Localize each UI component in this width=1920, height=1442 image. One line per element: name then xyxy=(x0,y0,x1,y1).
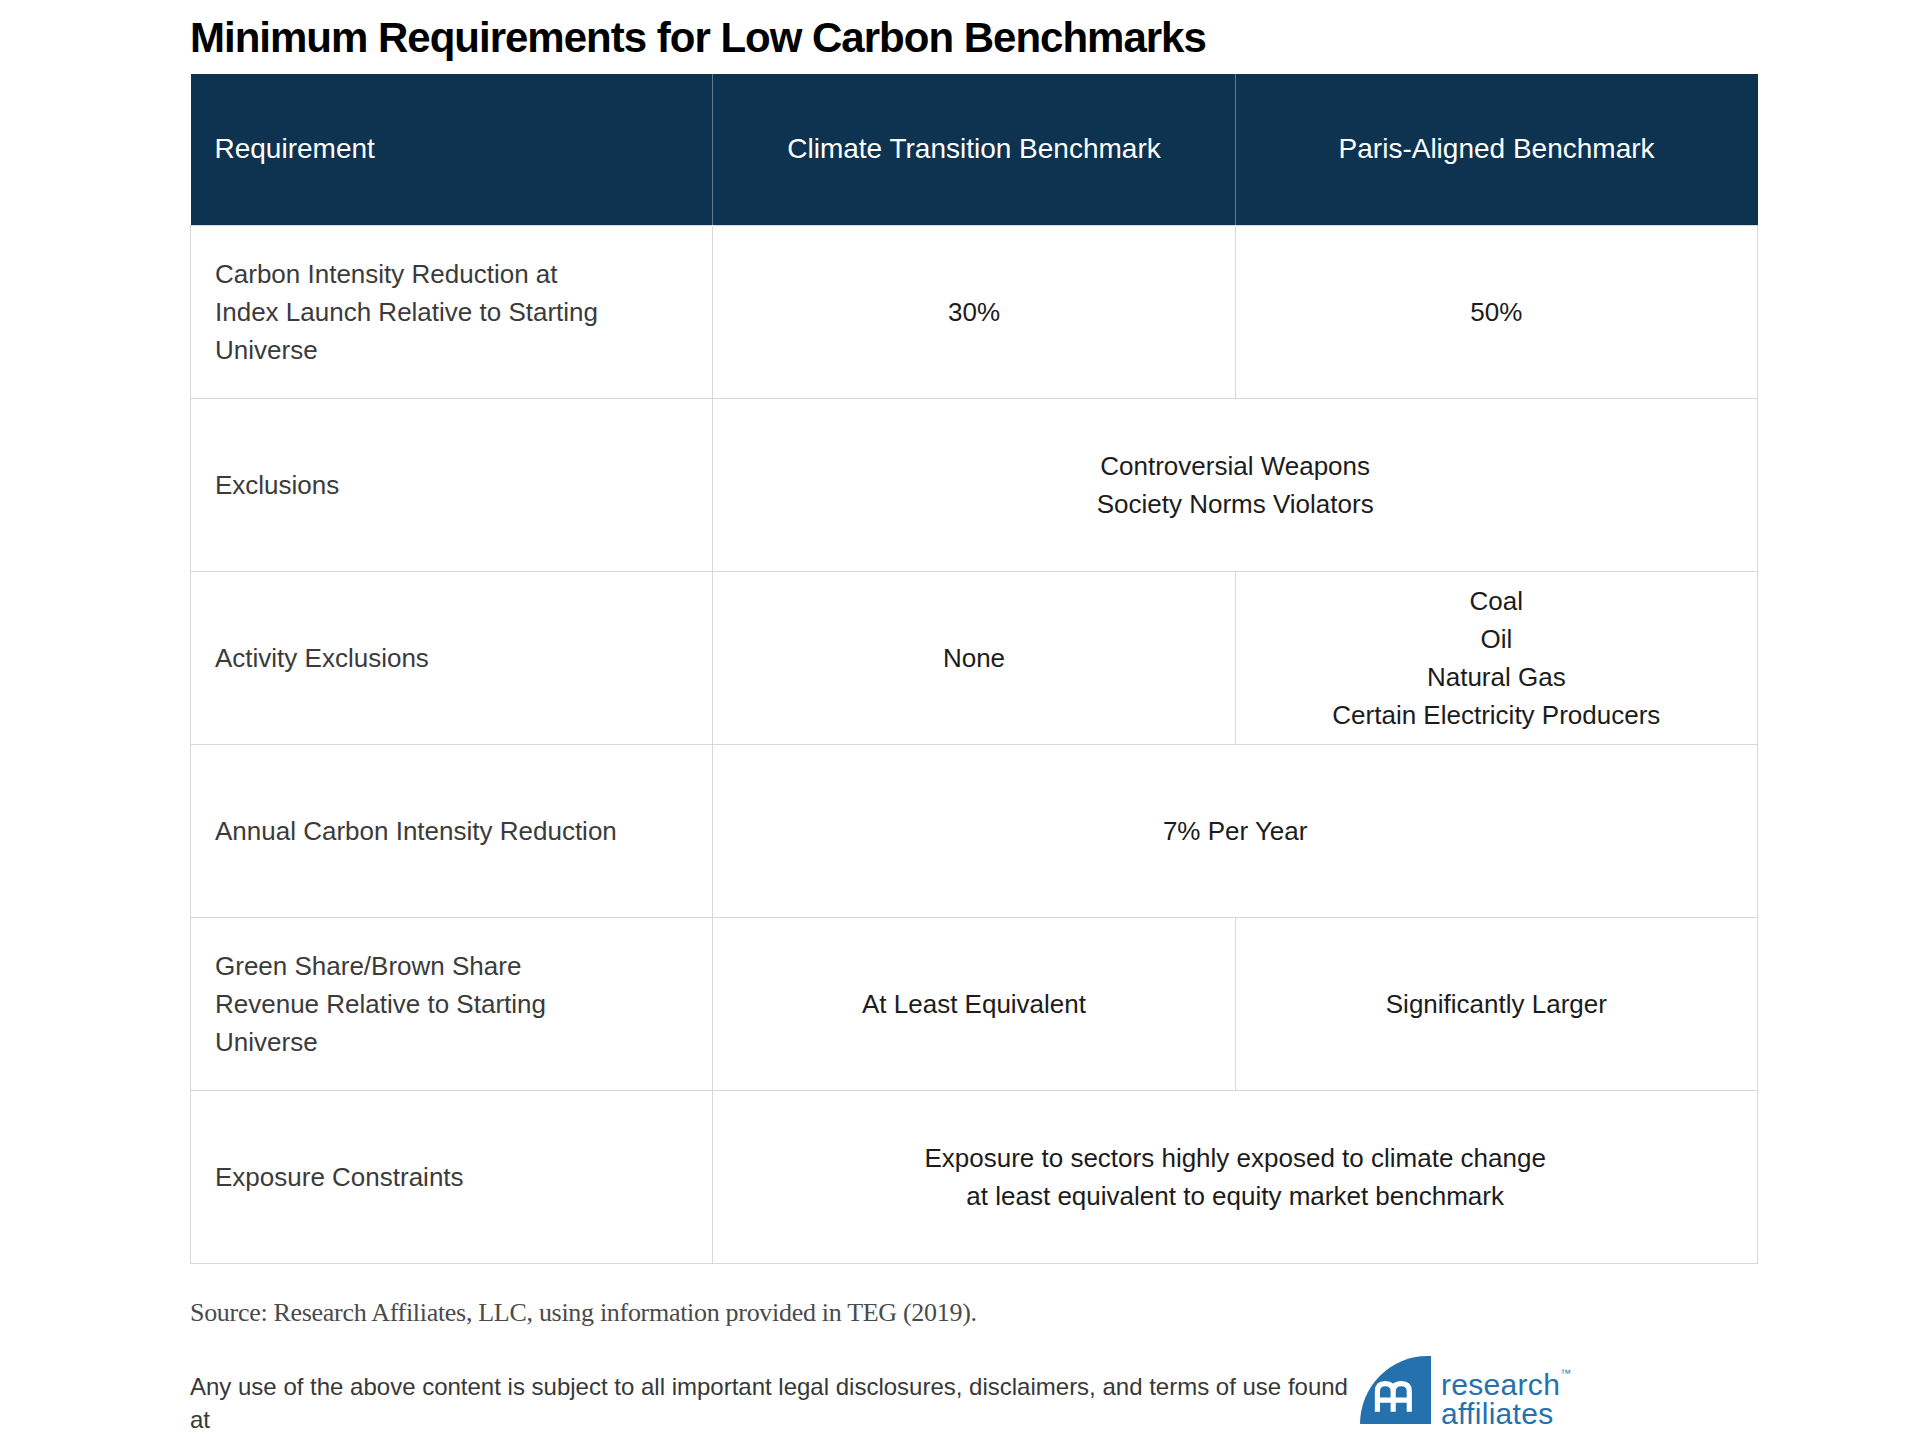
requirements-table: Requirement Climate Transition Benchmark… xyxy=(190,74,1758,1264)
row-label: Annual Carbon Intensity Reduction xyxy=(191,744,713,917)
column-header-paris-aligned-benchmark: Paris-Aligned Benchmark xyxy=(1235,74,1757,225)
row-label: Activity Exclusions xyxy=(191,571,713,744)
merged-value: 7% Per Year xyxy=(713,744,1758,917)
research-affiliates-logo: research™ affiliates xyxy=(1360,1356,1571,1428)
merged-value: Controversial Weapons Society Norms Viol… xyxy=(713,398,1758,571)
page: Minimum Requirements for Low Carbon Benc… xyxy=(0,0,1920,1442)
ra-monogram-icon xyxy=(1360,1356,1431,1424)
column-header-climate-transition-benchmark: Climate Transition Benchmark xyxy=(713,74,1235,225)
source-note: Source: Research Affiliates, LLC, using … xyxy=(190,1298,1758,1328)
paris-aligned-value: Coal Oil Natural Gas Certain Electricity… xyxy=(1235,571,1757,744)
climate-transition-value: None xyxy=(713,571,1235,744)
researchaffiliates-link[interactable]: www.researchaffiliates.com xyxy=(190,1439,480,1442)
header-row: Requirement Climate Transition Benchmark… xyxy=(191,74,1758,225)
legal-text-after-link: , which are fully incorporated by refere… xyxy=(480,1439,1234,1442)
table-row-green-share-brown-share: Green Share/Brown Share Revenue Relative… xyxy=(191,917,1758,1090)
climate-transition-value: At Least Equivalent xyxy=(713,917,1235,1090)
legal-disclaimer: Any use of the above content is subject … xyxy=(190,1370,1360,1442)
trademark-symbol: ™ xyxy=(1560,1367,1571,1379)
legal-text-before-link: Any use of the above content is subject … xyxy=(190,1373,1348,1433)
column-header-requirement: Requirement xyxy=(191,74,713,225)
table-row-exclusions: Exclusions Controversial Weapons Society… xyxy=(191,398,1758,571)
merged-value: Exposure to sectors highly exposed to cl… xyxy=(713,1090,1758,1263)
row-label: Carbon Intensity Reduction at Index Laun… xyxy=(191,225,713,398)
climate-transition-value: 30% xyxy=(713,225,1235,398)
table-row-exposure-constraints: Exposure Constraints Exposure to sectors… xyxy=(191,1090,1758,1263)
table-row-activity-exclusions: Activity Exclusions None Coal Oil Natura… xyxy=(191,571,1758,744)
logo-wordmark: research™ affiliates xyxy=(1441,1356,1571,1428)
paris-aligned-value: 50% xyxy=(1235,225,1757,398)
paris-aligned-value: Significantly Larger xyxy=(1235,917,1757,1090)
page-title: Minimum Requirements for Low Carbon Benc… xyxy=(190,14,1758,62)
logo-word-affiliates: affiliates xyxy=(1441,1397,1554,1430)
row-label: Green Share/Brown Share Revenue Relative… xyxy=(191,917,713,1090)
footer: Any use of the above content is subject … xyxy=(190,1370,1758,1442)
table-row-carbon-intensity-reduction: Carbon Intensity Reduction at Index Laun… xyxy=(191,225,1758,398)
table-row-annual-carbon-intensity-reduction: Annual Carbon Intensity Reduction 7% Per… xyxy=(191,744,1758,917)
row-label: Exclusions xyxy=(191,398,713,571)
row-label: Exposure Constraints xyxy=(191,1090,713,1263)
